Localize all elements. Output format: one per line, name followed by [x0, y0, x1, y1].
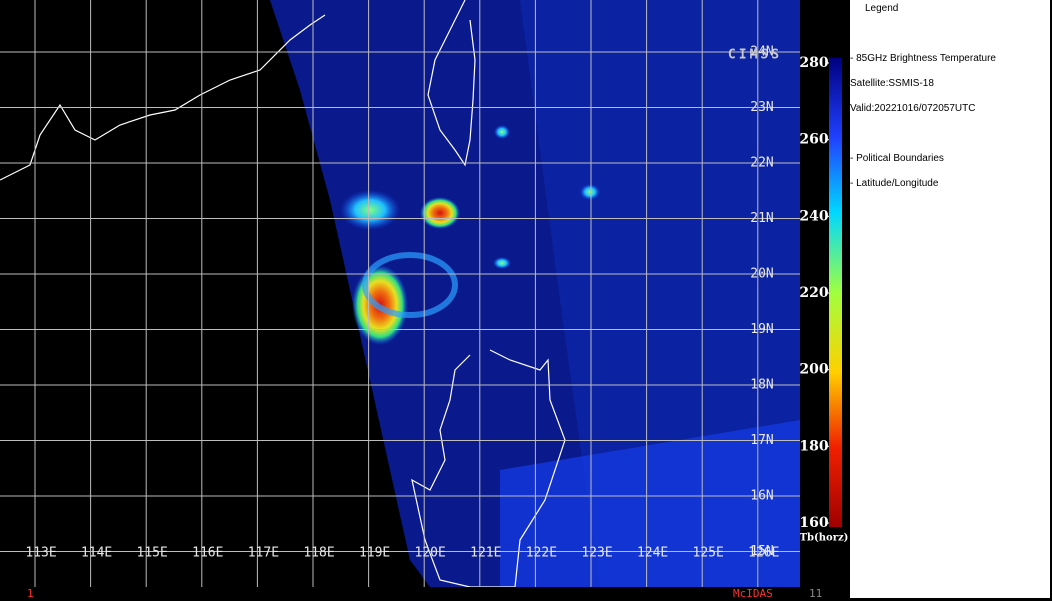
longitude-label: 116E	[192, 546, 223, 561]
logo: CIMSS	[728, 48, 782, 63]
colorbar-tick-label: 280	[800, 55, 829, 71]
colorbar-tick-label: 220	[800, 285, 829, 301]
legend-title: Legend	[865, 3, 899, 14]
legend-item: - Latitude/Longitude	[850, 178, 939, 189]
latitude-label: 16N	[750, 489, 773, 504]
convection	[493, 257, 511, 269]
longitude-label: 122E	[526, 546, 557, 561]
latitude-label: 18N	[750, 378, 773, 393]
colorbar-tick-label: 180	[800, 438, 829, 454]
colorbar-tick-label: 200	[800, 362, 829, 378]
convection	[340, 190, 400, 230]
footer-left: 1	[27, 587, 34, 600]
legend: Legend - 85GHz Brightness Temperature Sat…	[850, 0, 1050, 598]
longitude-label: 118E	[303, 546, 334, 561]
longitude-label: 117E	[248, 546, 279, 561]
coastline	[427, 0, 476, 167]
colorbar-tick-label: 240	[800, 208, 829, 224]
footer-bar	[0, 587, 800, 601]
footer-center: McIDAS	[733, 587, 773, 600]
longitude-label: 125E	[693, 546, 724, 561]
convection	[580, 184, 600, 200]
latitude-label: 22N	[750, 156, 773, 171]
swath-shade	[500, 420, 800, 587]
longitude-label: 120E	[415, 546, 446, 561]
latitude-label: 15N	[750, 544, 773, 559]
latitude-label: 23N	[750, 100, 773, 115]
longitude-label: 113E	[25, 546, 56, 561]
longitude-label: 121E	[470, 546, 501, 561]
latitude-label: 19N	[750, 322, 773, 337]
latitude-label: 20N	[750, 267, 773, 282]
eyewall	[362, 252, 458, 318]
convection	[420, 197, 460, 229]
longitude-label: 124E	[637, 546, 668, 561]
colorbar-scale	[829, 58, 842, 527]
latitude-label: 21N	[750, 211, 773, 226]
longitude-label: 126E	[748, 546, 779, 561]
latitude-label: 17N	[750, 433, 773, 448]
latitude-label: 24N	[750, 45, 773, 60]
coastline	[0, 14, 326, 181]
longitude-label: 114E	[81, 546, 112, 561]
footer-right: 11	[809, 587, 822, 600]
colorbar: Tb(horz) 11 160 180 200 220 240 260 280	[800, 55, 848, 600]
convection	[494, 125, 510, 139]
legend-item: Satellite:SSMIS-18	[850, 78, 934, 89]
longitude-label: 115E	[137, 546, 168, 561]
colorbar-tick-label: 260	[800, 132, 829, 148]
colorbar-tick-label: 160	[800, 515, 829, 531]
legend-item: - 85GHz Brightness Temperature	[850, 53, 996, 64]
longitude-label: 119E	[359, 546, 390, 561]
legend-item: Valid:20221016/072057UTC	[850, 103, 976, 114]
colorbar-label: Tb(horz)	[800, 533, 848, 544]
legend-item: - Political Boundaries	[850, 153, 944, 164]
longitude-label: 123E	[581, 546, 612, 561]
